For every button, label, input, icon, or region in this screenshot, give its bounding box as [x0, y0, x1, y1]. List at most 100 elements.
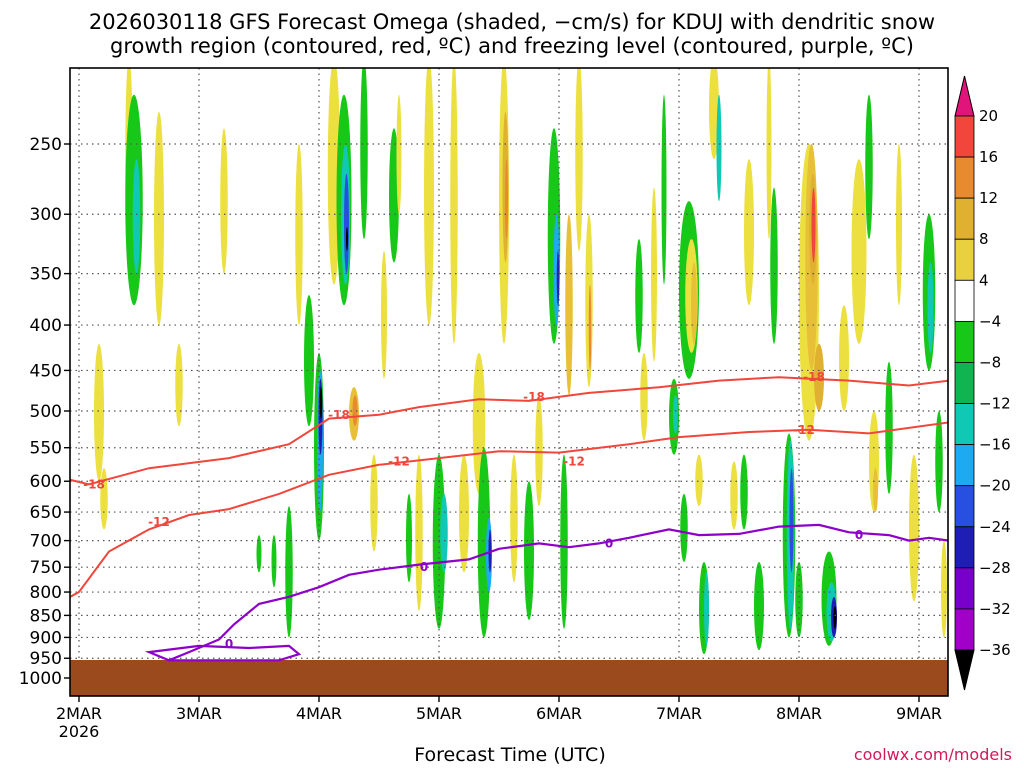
contour-label: -18	[803, 370, 825, 384]
contour-label: 0	[225, 637, 233, 651]
y-tick-label: 500	[30, 402, 62, 422]
contour-label: -12	[793, 423, 815, 437]
colorbar: 20 16 12 8 4 −4 −8 −12 −16 −20 −24 −28 −32 −36	[954, 75, 1011, 691]
omega-cell	[795, 562, 803, 638]
omega-cell	[730, 461, 738, 530]
y-tick-label: 350	[30, 265, 62, 285]
contour-label: 0	[855, 528, 863, 542]
colorbar-label: 16	[979, 148, 998, 166]
dgz-contour-minus-12	[70, 421, 948, 599]
omega-cell	[673, 395, 678, 434]
contour-label: -12	[563, 454, 585, 468]
omega-cell	[415, 454, 423, 611]
omega-cell	[396, 94, 402, 215]
omega-cell	[640, 352, 648, 441]
contour-lines	[70, 376, 948, 662]
omega-cell	[588, 284, 592, 371]
omega-cell	[833, 606, 837, 629]
omega-cell	[585, 214, 593, 388]
omega-cell	[389, 128, 399, 263]
omega-cell	[885, 361, 893, 494]
colorbar-top-arrow	[954, 75, 975, 117]
y-tick-label: 250	[30, 135, 62, 155]
colorbar-label: 4	[979, 271, 989, 289]
omega-cell	[381, 250, 387, 379]
freezing-level-contour	[168, 523, 948, 662]
omega-cell	[909, 454, 919, 602]
x-tick-label: 2MAR	[56, 704, 102, 723]
credit-link[interactable]: coolwx.com/models	[853, 745, 1012, 764]
y-tick-label: 450	[30, 361, 62, 381]
omega-cell	[285, 506, 293, 638]
colorbar-segment	[954, 485, 975, 528]
omega-cell	[535, 395, 543, 507]
colorbar-segment	[954, 115, 975, 158]
omega-cell	[319, 387, 323, 419]
omega-cell	[754, 562, 764, 651]
plot-frame	[69, 67, 949, 697]
omega-cell	[370, 454, 378, 552]
colorbar-label: −8	[979, 353, 1001, 371]
colorbar-label: −32	[979, 600, 1011, 618]
omega-cell	[716, 94, 722, 202]
omega-cell	[896, 144, 902, 306]
y-tick-label: 700	[30, 532, 62, 552]
x-tick-label: 9MAR	[896, 704, 942, 723]
dgz-contour-minus-18	[70, 376, 948, 486]
colorbar-label: −24	[979, 518, 1011, 536]
omega-cell	[744, 159, 754, 306]
omega-cell	[510, 454, 518, 583]
omega-cell	[477, 447, 491, 638]
omega-cell	[565, 214, 573, 396]
colorbar-segment	[954, 608, 975, 651]
contour-label: -12	[388, 454, 410, 468]
y-tick-label: 850	[30, 606, 62, 626]
omega-cell	[132, 159, 141, 274]
colorbar-segment	[954, 526, 975, 569]
omega-shading	[70, 68, 947, 655]
omega-cell	[304, 295, 314, 427]
omega-cell	[680, 493, 688, 563]
contour-label: 0	[420, 560, 428, 574]
omega-cell	[100, 468, 108, 530]
omega-cell	[94, 343, 104, 482]
colorbar-label: −16	[979, 436, 1011, 454]
colorbar-label: −4	[979, 312, 1001, 330]
contour-label: -18	[328, 408, 350, 422]
omega-cell	[839, 305, 849, 411]
omega-cell	[440, 493, 448, 573]
colorbar-segment	[954, 156, 975, 199]
omega-cell	[524, 481, 534, 620]
colorbar-segment	[954, 403, 975, 446]
contour-label: -18	[83, 477, 105, 491]
omega-cell	[851, 159, 867, 344]
omega-cell	[271, 535, 277, 588]
omega-cell	[661, 94, 667, 285]
omega-cell	[154, 111, 164, 326]
omega-cell	[175, 343, 183, 427]
omega-cell	[865, 94, 873, 240]
y-tick-label: 600	[30, 472, 62, 492]
omega-cell	[505, 159, 508, 240]
omega-cell	[295, 144, 303, 326]
omega-cell	[459, 454, 469, 573]
omega-cell	[740, 454, 748, 530]
omega-cell	[360, 68, 368, 240]
y-tick-label: 750	[30, 558, 62, 578]
omega-cell	[575, 68, 583, 251]
omega-cell	[766, 68, 772, 240]
omega-cell	[406, 493, 412, 583]
colorbar-label: 20	[979, 107, 998, 125]
colorbar-label: 8	[979, 230, 989, 248]
x-axis-title: Forecast Time (UTC)	[414, 744, 606, 766]
y-tick-label: 1000	[19, 669, 62, 689]
terrain-ground	[70, 660, 948, 696]
grid-lines	[70, 68, 948, 696]
colorbar-segment	[954, 197, 975, 240]
omega-cell	[811, 187, 816, 263]
y-tick-label: 300	[30, 205, 62, 225]
contour-label: 0	[605, 536, 613, 550]
omega-cell	[927, 262, 934, 353]
